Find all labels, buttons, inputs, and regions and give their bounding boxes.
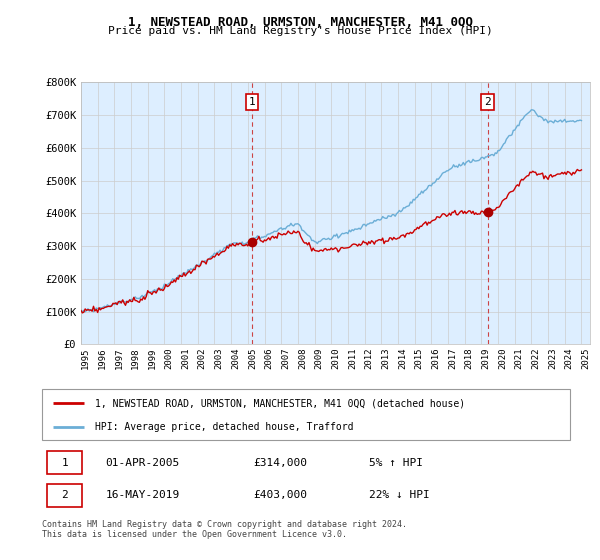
Text: 1998: 1998 xyxy=(131,347,140,368)
Text: 1995: 1995 xyxy=(81,347,90,368)
Text: 1, NEWSTEAD ROAD, URMSTON, MANCHESTER, M41 0QQ: 1, NEWSTEAD ROAD, URMSTON, MANCHESTER, M… xyxy=(128,16,473,29)
Text: 2017: 2017 xyxy=(448,347,457,368)
Bar xyxy=(47,451,82,474)
Text: 2003: 2003 xyxy=(214,347,223,368)
Text: 2022: 2022 xyxy=(532,347,541,368)
Text: 2: 2 xyxy=(61,491,68,501)
Text: 2006: 2006 xyxy=(265,347,274,368)
Text: 2011: 2011 xyxy=(348,347,357,368)
Text: 2002: 2002 xyxy=(198,347,207,368)
Text: Contains HM Land Registry data © Crown copyright and database right 2024.
This d: Contains HM Land Registry data © Crown c… xyxy=(42,520,407,539)
Text: 1996: 1996 xyxy=(98,347,107,368)
Text: 1: 1 xyxy=(61,458,68,468)
Text: 2001: 2001 xyxy=(181,347,190,368)
Text: 2019: 2019 xyxy=(481,347,490,368)
Text: 2018: 2018 xyxy=(464,347,473,368)
Text: 2020: 2020 xyxy=(498,347,507,368)
Text: 2025: 2025 xyxy=(581,347,590,368)
Text: 2004: 2004 xyxy=(231,347,240,368)
Text: 1, NEWSTEAD ROAD, URMSTON, MANCHESTER, M41 0QQ (detached house): 1, NEWSTEAD ROAD, URMSTON, MANCHESTER, M… xyxy=(95,398,465,408)
Text: 5% ↑ HPI: 5% ↑ HPI xyxy=(370,458,424,468)
Text: HPI: Average price, detached house, Trafford: HPI: Average price, detached house, Traf… xyxy=(95,422,353,432)
Text: 2016: 2016 xyxy=(431,347,440,368)
Text: 2015: 2015 xyxy=(415,347,424,368)
Text: 01-APR-2005: 01-APR-2005 xyxy=(106,458,179,468)
Text: 2012: 2012 xyxy=(365,347,374,368)
Text: 2005: 2005 xyxy=(248,347,257,368)
Text: 2009: 2009 xyxy=(314,347,323,368)
Text: £314,000: £314,000 xyxy=(253,458,307,468)
Text: 2: 2 xyxy=(484,97,491,107)
Text: 2008: 2008 xyxy=(298,347,307,368)
Text: 2023: 2023 xyxy=(548,347,557,368)
Text: 2000: 2000 xyxy=(164,347,173,368)
Text: Price paid vs. HM Land Registry's House Price Index (HPI): Price paid vs. HM Land Registry's House … xyxy=(107,26,493,36)
Bar xyxy=(47,484,82,507)
Text: 2007: 2007 xyxy=(281,347,290,368)
Text: 1999: 1999 xyxy=(148,347,157,368)
Text: 1: 1 xyxy=(248,97,256,107)
Text: 22% ↓ HPI: 22% ↓ HPI xyxy=(370,491,430,501)
Text: 2021: 2021 xyxy=(515,347,524,368)
Text: £403,000: £403,000 xyxy=(253,491,307,501)
Text: 16-MAY-2019: 16-MAY-2019 xyxy=(106,491,179,501)
Text: 2013: 2013 xyxy=(381,347,390,368)
Text: 2014: 2014 xyxy=(398,347,407,368)
Text: 1997: 1997 xyxy=(115,347,124,368)
Text: 2010: 2010 xyxy=(331,347,340,368)
Text: 2024: 2024 xyxy=(565,347,574,368)
